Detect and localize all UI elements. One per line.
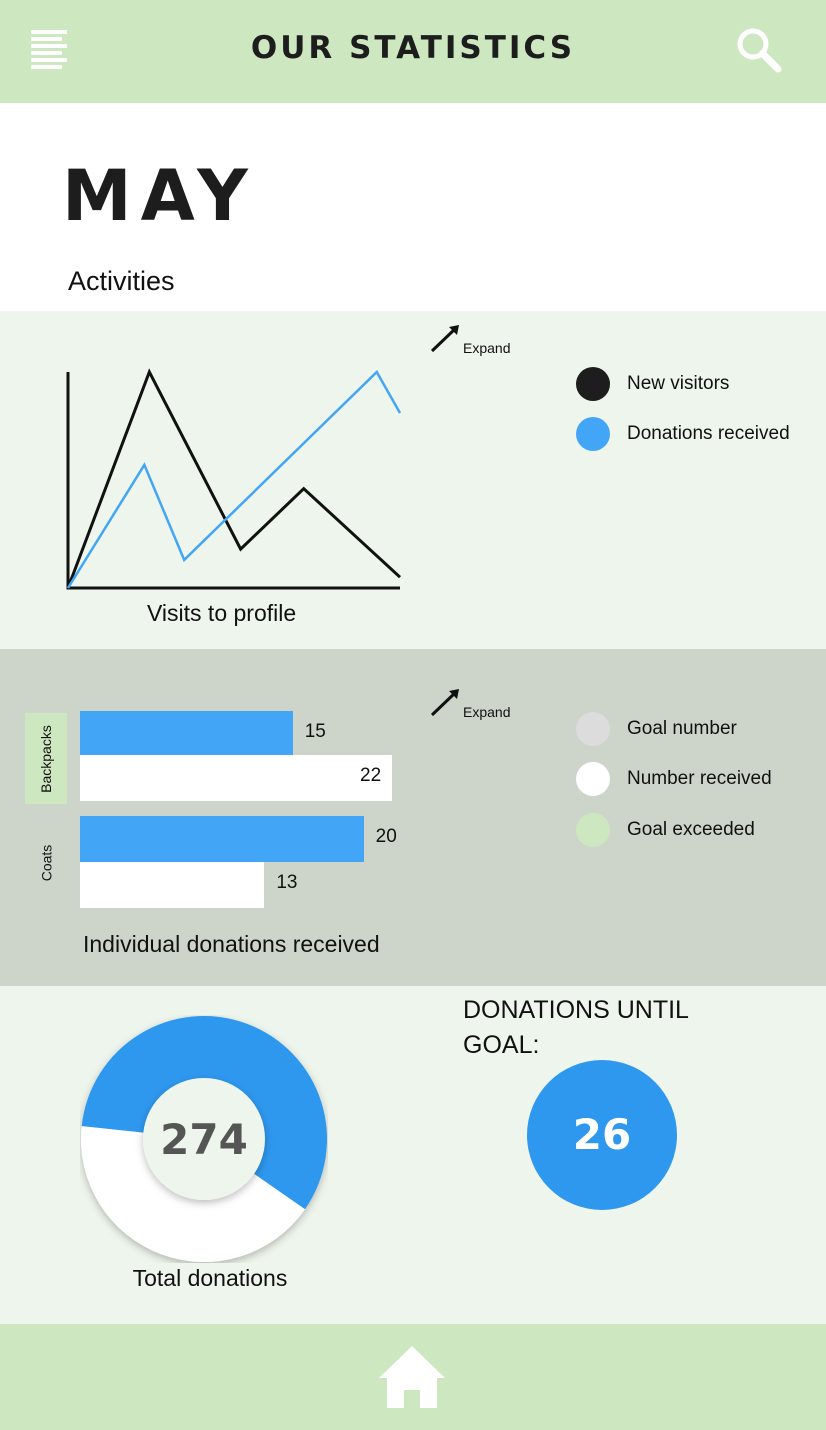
expand-arrow-icon — [430, 325, 459, 353]
legend-label: New visitors — [627, 373, 730, 394]
bar-value-label: 22 — [360, 765, 382, 786]
expand-line-chart-button[interactable]: Expand — [430, 323, 530, 359]
legend-swatch — [576, 762, 610, 796]
section-title: Activities — [68, 266, 175, 296]
series-line-new-visitors — [66, 368, 402, 589]
line-chart — [66, 368, 402, 590]
bar-chart-caption: Individual donations received — [83, 931, 380, 957]
bottom-nav — [0, 1324, 826, 1430]
hamburger-menu-icon[interactable] — [31, 30, 69, 70]
category-label-coats: Coats — [37, 844, 54, 881]
bar-value-label: 20 — [375, 826, 397, 847]
legend-swatch — [576, 712, 610, 746]
bar-backpacks-number-received — [80, 755, 392, 801]
expand-label: Expand — [463, 704, 511, 720]
legend-label: Goal number — [627, 718, 737, 739]
goal-value: 26 — [572, 1110, 632, 1159]
search-icon[interactable] — [735, 26, 783, 74]
legend-swatch — [576, 417, 610, 451]
month-heading: MAY — [62, 155, 257, 237]
page-title: OUR STATISTICS — [250, 30, 576, 66]
total-donations-value: 274 — [160, 1115, 248, 1164]
line-chart-section — [0, 311, 826, 649]
legend-swatch — [576, 367, 610, 401]
expand-label: Expand — [463, 340, 511, 356]
line-chart-caption: Visits to profile — [147, 600, 297, 626]
goal-badge: 26 — [527, 1060, 677, 1210]
donut-chart — [80, 1015, 328, 1263]
goal-title: DONATIONS UNTIL GOAL: — [463, 996, 689, 1059]
bar-backpacks-goal-number — [80, 711, 293, 757]
legend-label: Goal exceeded — [627, 819, 755, 840]
donut-caption: Total donations — [132, 1265, 288, 1291]
bar-coats-number-received — [80, 862, 265, 908]
bar-coats-goal-number — [80, 816, 364, 862]
bar-value-label: 15 — [304, 721, 326, 742]
series-line-donations-received — [66, 369, 402, 589]
legend-label: Number received — [627, 768, 772, 789]
legend-label: Donations received — [627, 423, 790, 444]
legend-swatch — [576, 813, 610, 847]
app-header: OUR STATISTICS — [0, 0, 826, 103]
expand-arrow-icon — [430, 689, 459, 717]
category-label-backpacks: Backpacks — [25, 713, 67, 804]
bar-value-label: 13 — [276, 872, 298, 893]
home-icon[interactable] — [377, 1344, 447, 1410]
expand-bar-chart-button[interactable]: Expand — [430, 687, 530, 723]
